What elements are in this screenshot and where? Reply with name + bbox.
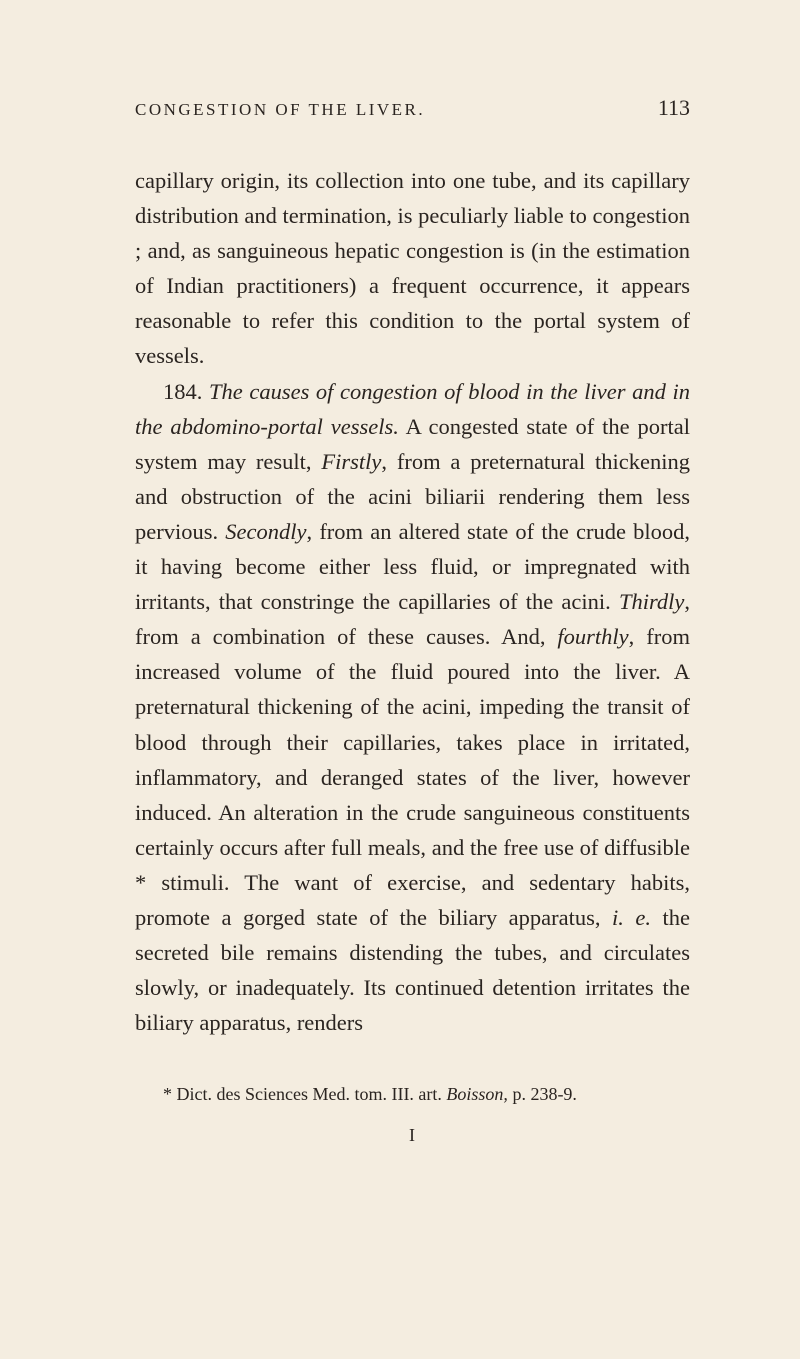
p2-secondly: Secondly [225,519,306,544]
p2-thirdly: Thirdly [619,589,684,614]
p2-firstly: Firstly [321,449,381,474]
fn-italic: Boisson, [446,1084,508,1104]
running-head: CONGESTION OF THE LIVER. [135,100,425,120]
page-number: 113 [658,95,690,121]
p2-num: 184. [163,379,209,404]
footnote: * Dict. des Sciences Med. tom. III. art.… [135,1084,690,1105]
paragraph-2: 184. The causes of congestion of blood i… [135,374,690,1041]
body-text: capillary origin, its collection into on… [135,163,690,1040]
p2-t5: , from increased volume of the fluid pou… [135,624,690,930]
page-header: CONGESTION OF THE LIVER. 113 [135,95,690,121]
fn-t1: * Dict. des Sciences Med. tom. III. art. [163,1084,446,1104]
paragraph-1: capillary origin, its collection into on… [135,163,690,374]
fn-t2: p. 238-9. [508,1084,577,1104]
p1-text: capillary origin, its collection into on… [135,168,690,368]
p2-ie: i. e. [612,905,651,930]
p2-fourthly: fourthly [557,624,628,649]
signature-mark: I [135,1125,690,1146]
